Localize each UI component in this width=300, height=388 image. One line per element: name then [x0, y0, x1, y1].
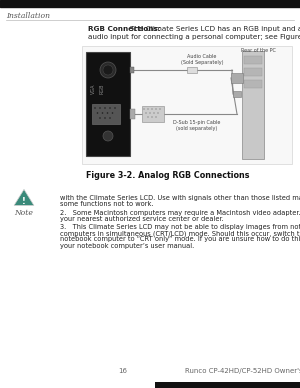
Bar [187, 67, 197, 73]
Circle shape [153, 112, 155, 114]
Circle shape [159, 108, 161, 110]
Bar [130, 67, 134, 73]
Circle shape [107, 112, 108, 114]
Text: VGA: VGA [91, 84, 96, 94]
Bar [92, 104, 120, 124]
Circle shape [157, 112, 159, 114]
Circle shape [103, 65, 113, 75]
Text: 2.   Some Macintosh computers may require a Macintosh video adapter. Contact: 2. Some Macintosh computers may require … [60, 210, 300, 216]
Circle shape [147, 116, 149, 118]
Text: your nearest authorized service center or dealer.: your nearest authorized service center o… [60, 216, 224, 222]
Text: Audio Cable
(Sold Separately): Audio Cable (Sold Separately) [181, 54, 223, 65]
Circle shape [114, 107, 116, 109]
Text: Figure 3-2. Analog RGB Connections: Figure 3-2. Analog RGB Connections [86, 171, 250, 180]
Circle shape [151, 116, 153, 118]
Circle shape [109, 117, 111, 119]
Text: on page xx for a list of computer signals compatible: on page xx for a list of computer signal… [145, 189, 300, 195]
Bar [130, 109, 135, 119]
Polygon shape [14, 189, 34, 205]
Circle shape [145, 112, 147, 114]
Circle shape [112, 112, 113, 114]
Circle shape [151, 108, 153, 110]
Bar [82, 46, 292, 164]
Circle shape [155, 108, 157, 110]
Text: with the Climate Series LCD. Use with signals other than those listed may cause: with the Climate Series LCD. Use with si… [60, 195, 300, 201]
Text: notebook computer to “CRT only” mode. If you are unsure how to do this, refer to: notebook computer to “CRT only” mode. If… [60, 236, 300, 242]
Text: RGB Connections:: RGB Connections: [88, 26, 161, 32]
Text: audio input for connecting a personal computer; see Figure 3-2.: audio input for connecting a personal co… [88, 34, 300, 40]
Bar [244, 68, 262, 76]
Text: The Climate Series LCD has an RGB input and a stereo: The Climate Series LCD has an RGB input … [128, 26, 300, 32]
Bar [231, 73, 243, 83]
Text: 1.   Refer to: 1. Refer to [60, 189, 101, 195]
Text: D-Sub 15-pin Cable
(sold separately): D-Sub 15-pin Cable (sold separately) [173, 120, 221, 131]
Bar [142, 106, 164, 122]
Bar [60, 188, 300, 195]
Circle shape [147, 108, 149, 110]
Circle shape [104, 117, 106, 119]
Text: 1.   Refer to Supported Timings on page xx for a list of computer signals compat: 1. Refer to Supported Timings on page xx… [60, 189, 300, 195]
Text: RGB: RGB [100, 84, 105, 94]
Text: Note: Note [15, 209, 33, 217]
Bar [86, 52, 130, 156]
Circle shape [143, 108, 145, 110]
Circle shape [99, 117, 101, 119]
Text: Rear of the PC: Rear of the PC [241, 48, 275, 53]
Circle shape [104, 107, 106, 109]
Text: 16: 16 [118, 368, 127, 374]
Circle shape [109, 107, 111, 109]
Text: computers in simultaneous (CRT/LCD) mode. Should this occur, switch the: computers in simultaneous (CRT/LCD) mode… [60, 230, 300, 237]
Bar [155, 382, 300, 388]
Text: Runco CP-42HD/CP-52HD Owner's Operating Manual: Runco CP-42HD/CP-52HD Owner's Operating … [185, 368, 300, 374]
Circle shape [103, 131, 113, 141]
Bar [242, 51, 264, 159]
Circle shape [102, 112, 103, 114]
Circle shape [97, 112, 98, 114]
Circle shape [100, 62, 116, 78]
Bar [233, 91, 241, 97]
Bar [244, 80, 262, 88]
Text: !: ! [22, 196, 26, 206]
Text: your notebook computer’s user manual.: your notebook computer’s user manual. [60, 242, 194, 249]
Text: Installation: Installation [6, 12, 50, 20]
Bar [0, 0, 300, 7]
Circle shape [149, 112, 151, 114]
Circle shape [155, 116, 157, 118]
Text: Supported Timings: Supported Timings [97, 189, 167, 195]
Text: some functions not to work.: some functions not to work. [60, 201, 154, 208]
Circle shape [99, 107, 101, 109]
Circle shape [94, 107, 96, 109]
Text: 3.   This Climate Series LCD may not be able to display images from notebook: 3. This Climate Series LCD may not be ab… [60, 224, 300, 230]
Bar [244, 56, 262, 64]
